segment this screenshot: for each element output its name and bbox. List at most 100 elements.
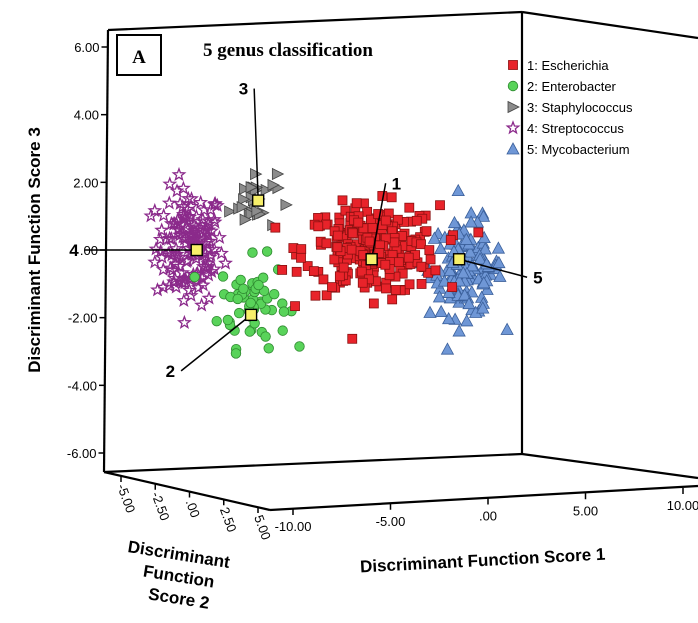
- data-point: [158, 231, 174, 246]
- data-point: [390, 285, 401, 295]
- data-point: [340, 205, 351, 216]
- data-point: [172, 258, 187, 273]
- data-point: [166, 215, 182, 231]
- data-point: [211, 315, 222, 327]
- data-point: [403, 252, 414, 263]
- data-point: [380, 259, 391, 270]
- data-point: [280, 198, 293, 211]
- data-point: [193, 194, 209, 209]
- data-point: [263, 343, 274, 354]
- data-point: [172, 195, 188, 210]
- chart-title: 5 genus classification: [203, 40, 373, 61]
- legend-label: 5: Mycobacterium: [527, 142, 630, 157]
- data-point: [147, 202, 163, 218]
- z-axis-ticks: -5.00 -2.50 .00 2.50 5.00: [114, 476, 274, 542]
- data-point: [380, 215, 391, 226]
- data-point: [329, 254, 340, 265]
- data-point: [477, 276, 491, 289]
- data-point: [175, 180, 191, 195]
- z-tick-label: -2.50: [148, 490, 172, 523]
- legend-marker: [508, 60, 518, 70]
- data-point: [393, 257, 404, 268]
- data-point: [203, 247, 219, 262]
- data-point: [201, 290, 217, 305]
- data-point: [356, 266, 367, 277]
- data-point: [334, 271, 345, 282]
- data-point: [260, 183, 273, 197]
- data-point: [236, 200, 250, 214]
- data-point: [353, 217, 364, 228]
- x-tick-label: .00: [479, 509, 497, 524]
- data-point: [381, 283, 391, 294]
- data-point: [233, 307, 245, 319]
- frame-top-back-edge: [107, 10, 523, 32]
- data-point: [156, 207, 172, 222]
- data-point: [155, 261, 171, 276]
- data-point: [183, 287, 199, 303]
- series-1: [270, 191, 484, 344]
- data-point: [155, 279, 171, 294]
- centroid-marker: [244, 308, 258, 322]
- frame-floor-back-edge: [103, 452, 523, 474]
- data-point: [460, 314, 474, 327]
- legend-label: 1: Escherichia: [527, 58, 609, 73]
- callout-leader: [180, 314, 252, 372]
- data-point: [435, 200, 445, 211]
- data-point: [440, 342, 455, 355]
- data-point: [143, 208, 159, 223]
- data-point: [357, 277, 368, 288]
- x-axis-title: Discriminant Function Score 1: [360, 545, 606, 577]
- data-point: [230, 348, 242, 359]
- data-point: [347, 228, 358, 239]
- data-point: [207, 196, 223, 211]
- data-point: [187, 224, 203, 239]
- frame-floor-right-edge: [521, 452, 698, 480]
- data-point: [427, 231, 442, 244]
- data-point: [164, 247, 180, 262]
- y-tick-label: 2.00: [73, 175, 98, 190]
- y-tick-label: 6.00: [74, 40, 99, 55]
- data-point: [250, 167, 263, 181]
- data-point: [476, 301, 490, 314]
- data-point: [416, 261, 427, 272]
- z-axis-title: Discriminant Function Score 2: [127, 537, 232, 613]
- callout-leader: [458, 258, 528, 278]
- legend-label: 2: Enterobacter: [527, 79, 617, 94]
- data-point: [318, 274, 329, 285]
- data-point: [434, 241, 448, 254]
- data-point: [235, 274, 246, 286]
- data-point: [189, 271, 200, 283]
- legend-marker: [507, 80, 519, 92]
- callout-label: 2: [166, 362, 175, 381]
- y-axis-ticks: 6.004.002.00.00-2.00-4.00-6.00: [67, 40, 108, 461]
- data-points: [143, 166, 514, 359]
- data-point: [172, 227, 188, 242]
- data-point: [457, 288, 472, 301]
- data-point: [245, 181, 258, 194]
- data-point: [178, 209, 194, 224]
- data-point: [443, 263, 457, 277]
- legend: 1: Escherichia 2: Enterobacter 3: Staphylo…: [505, 58, 633, 157]
- data-point: [258, 272, 269, 283]
- data-point: [180, 190, 196, 206]
- data-point: [176, 314, 192, 329]
- data-point: [269, 288, 280, 300]
- data-point: [441, 311, 456, 325]
- panel-label-box: [116, 34, 162, 76]
- data-point: [247, 247, 258, 258]
- data-point: [260, 331, 271, 342]
- legend-marker: [506, 142, 520, 155]
- data-point: [313, 221, 324, 232]
- callout-label: 4: [69, 241, 79, 260]
- data-point: [473, 227, 484, 238]
- data-point: [244, 326, 255, 337]
- data-point: [278, 306, 290, 317]
- data-point: [445, 235, 456, 245]
- data-point: [463, 245, 477, 258]
- data-point: [186, 217, 202, 232]
- x-tick-label: -5.00: [376, 514, 406, 529]
- data-point: [271, 167, 285, 181]
- data-point: [204, 223, 220, 238]
- data-point: [432, 290, 447, 303]
